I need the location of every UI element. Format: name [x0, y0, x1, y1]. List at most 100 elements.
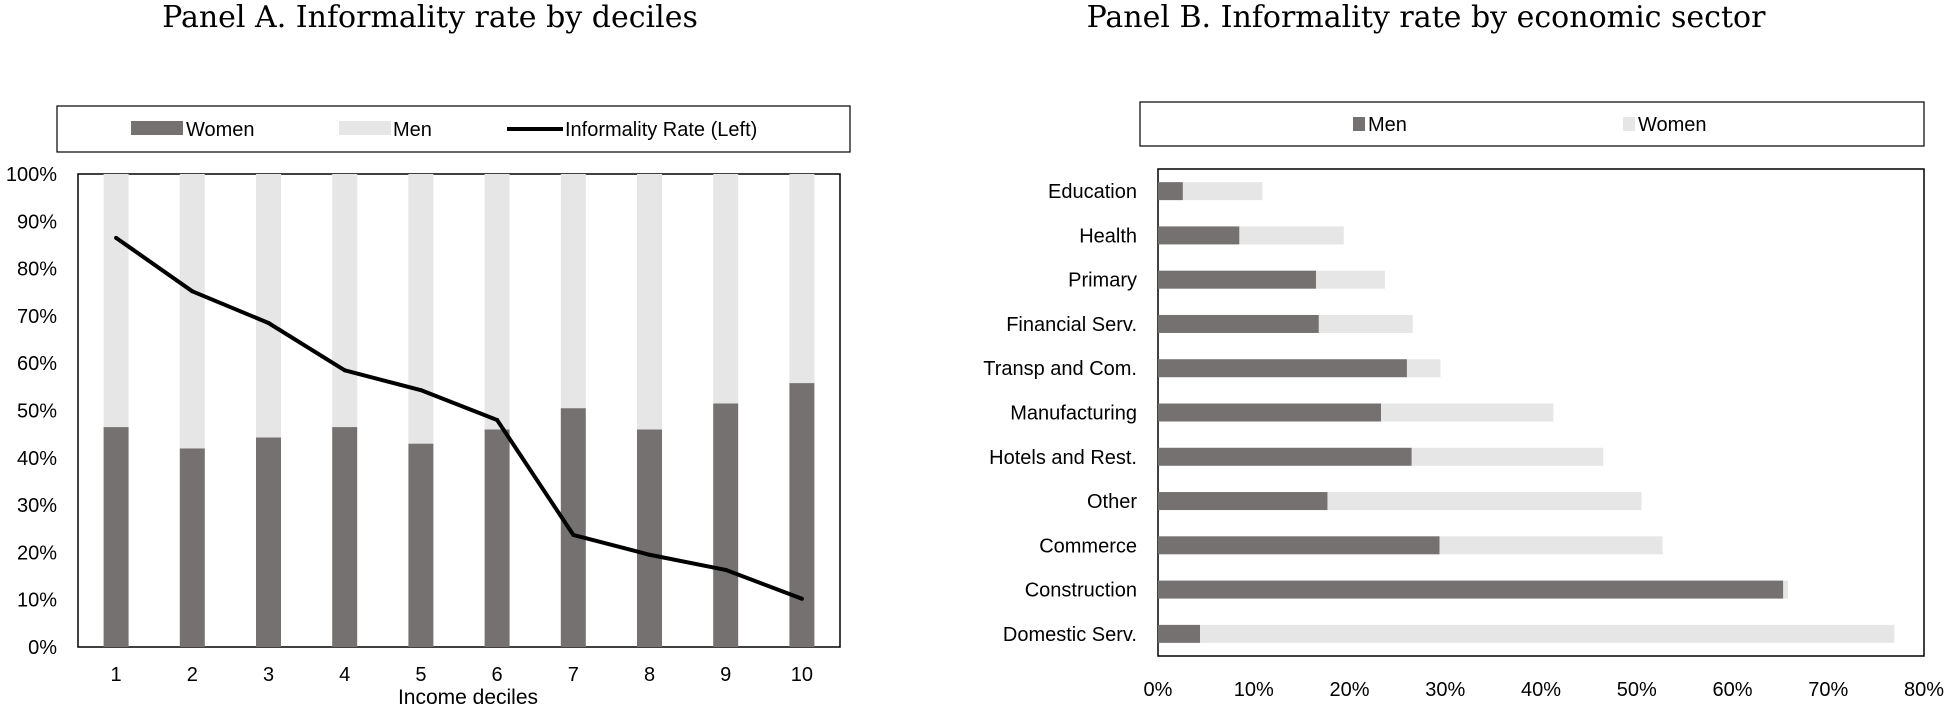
y-tick-label: 20%	[17, 542, 57, 564]
legend-swatch	[1353, 117, 1365, 131]
legend-swatch	[1623, 117, 1635, 131]
x-tick-label: 3	[263, 664, 274, 686]
women-bar	[1783, 580, 1789, 599]
x-tick-label: 40%	[1521, 679, 1561, 701]
men-bar	[1158, 314, 1319, 333]
panel-a-legend-box	[56, 105, 851, 153]
y-tick-label: 60%	[17, 353, 57, 375]
y-category-label: Commerce	[1039, 535, 1137, 557]
y-category-label: Health	[1079, 225, 1137, 247]
x-tick-label: 7	[568, 664, 579, 686]
women-bar	[1315, 270, 1385, 289]
legend-label: Men	[1368, 114, 1407, 136]
legend-swatch	[339, 121, 391, 135]
men-bar	[1158, 492, 1328, 511]
women-bar	[1381, 403, 1554, 422]
panel-a: Panel A. Informality rate by deciles Wom…	[6, 0, 851, 709]
y-category-label: Hotels and Rest.	[989, 447, 1137, 469]
women-bar	[1439, 536, 1663, 555]
panel-b-plot-area: Education Health Primary Financial Serv. Tra…	[983, 168, 1944, 701]
panel-a-legend: Women Men Informality Rate (Left)	[56, 105, 851, 153]
women-bar	[408, 443, 434, 647]
men-bar	[637, 174, 662, 430]
panel-b-title: Panel B. Informality rate by economic se…	[1087, 0, 1766, 35]
y-tick-label: 30%	[17, 495, 57, 517]
women-bar	[1182, 182, 1263, 201]
y-tick-label: 40%	[17, 448, 57, 470]
men-bar	[1158, 182, 1183, 201]
x-tick-label: 4	[339, 664, 350, 686]
x-tick-label: 5	[415, 664, 426, 686]
x-tick-label: 10	[791, 664, 813, 686]
informality-rate-point	[799, 596, 804, 601]
men-bar	[713, 174, 739, 404]
x-tick-label: 1	[111, 664, 122, 686]
x-tick-label: 2	[187, 664, 198, 686]
men-bar	[1158, 580, 1784, 599]
y-category-label: Construction	[1025, 580, 1137, 602]
men-bar	[332, 174, 358, 428]
men-bar	[408, 174, 434, 444]
women-bar	[1406, 359, 1441, 378]
x-tick-label: 6	[492, 664, 503, 686]
panel-b-legend-box	[1139, 101, 1925, 147]
men-bar	[789, 174, 815, 384]
women-bar	[789, 383, 815, 647]
x-tick-label: 0%	[1144, 679, 1173, 701]
informality-rate-point	[571, 532, 576, 537]
women-bar	[256, 437, 281, 647]
panel-b-legend: Men Women	[1139, 101, 1925, 147]
informality-rate-point	[418, 388, 423, 393]
women-bar	[713, 403, 739, 647]
men-bar	[1158, 359, 1407, 378]
men-bar	[1158, 403, 1382, 422]
men-bar	[1158, 270, 1316, 289]
panel-b: Panel B. Informality rate by economic se…	[983, 0, 1944, 701]
informality-rate-point	[342, 368, 347, 373]
y-category-label: Manufacturing	[1010, 403, 1137, 425]
y-category-label: Education	[1048, 181, 1137, 203]
women-bar	[103, 427, 129, 647]
x-tick-label: 60%	[1712, 679, 1752, 701]
y-tick-label: 0%	[28, 637, 57, 659]
panel-a-x-axis-label: Income deciles	[398, 686, 538, 709]
women-bar	[1239, 226, 1344, 245]
women-bar	[1200, 624, 1895, 643]
women-bar	[560, 408, 586, 647]
informality-rate-line	[114, 236, 803, 601]
legend-swatch	[131, 121, 183, 135]
informality-rate-point	[114, 235, 119, 240]
women-bar	[484, 429, 510, 647]
legend-label: Women	[186, 119, 255, 141]
y-tick-label: 50%	[17, 401, 57, 423]
y-tick-label: 90%	[17, 211, 57, 233]
informality-rate-point	[647, 552, 652, 557]
women-bar	[1411, 447, 1604, 466]
panel-a-title: Panel A. Informality rate by deciles	[162, 0, 698, 35]
women-bar	[179, 448, 205, 647]
informality-rate-point	[266, 320, 271, 325]
men-bar	[256, 174, 281, 438]
x-tick-label: 30%	[1425, 679, 1465, 701]
women-bar	[1318, 314, 1413, 333]
men-bar	[179, 174, 205, 449]
informality-rate-point	[190, 289, 195, 294]
legend-label: Informality Rate (Left)	[565, 119, 757, 141]
y-tick-label: 80%	[17, 259, 57, 281]
x-tick-label: 50%	[1617, 679, 1657, 701]
legend-label: Women	[1638, 114, 1707, 136]
men-bar	[560, 174, 586, 409]
informality-rate-point	[495, 417, 500, 422]
y-tick-label: 100%	[6, 164, 57, 186]
men-bar	[1158, 447, 1412, 466]
men-bar	[103, 174, 129, 428]
y-tick-label: 70%	[17, 306, 57, 328]
x-tick-label: 9	[720, 664, 731, 686]
y-category-label: Other	[1087, 491, 1137, 513]
women-bar	[332, 427, 358, 647]
men-bar	[1158, 624, 1201, 643]
men-bar	[1158, 226, 1240, 245]
men-bar	[1158, 536, 1440, 555]
x-tick-label: 20%	[1329, 679, 1369, 701]
